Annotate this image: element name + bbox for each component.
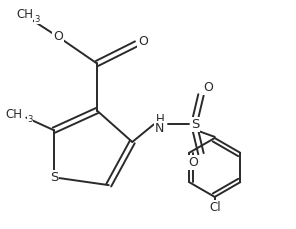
Text: S: S bbox=[191, 118, 199, 131]
Text: 3: 3 bbox=[27, 115, 33, 124]
Text: S: S bbox=[50, 171, 58, 184]
Text: H: H bbox=[155, 113, 164, 126]
Text: CH: CH bbox=[16, 8, 33, 21]
Text: O: O bbox=[138, 35, 148, 48]
Text: CH: CH bbox=[5, 108, 22, 121]
Text: O: O bbox=[53, 30, 63, 43]
Text: 3: 3 bbox=[34, 15, 40, 24]
Text: O: O bbox=[203, 81, 213, 94]
Text: O: O bbox=[188, 156, 198, 169]
Text: N: N bbox=[155, 122, 165, 135]
Text: Cl: Cl bbox=[209, 201, 221, 214]
